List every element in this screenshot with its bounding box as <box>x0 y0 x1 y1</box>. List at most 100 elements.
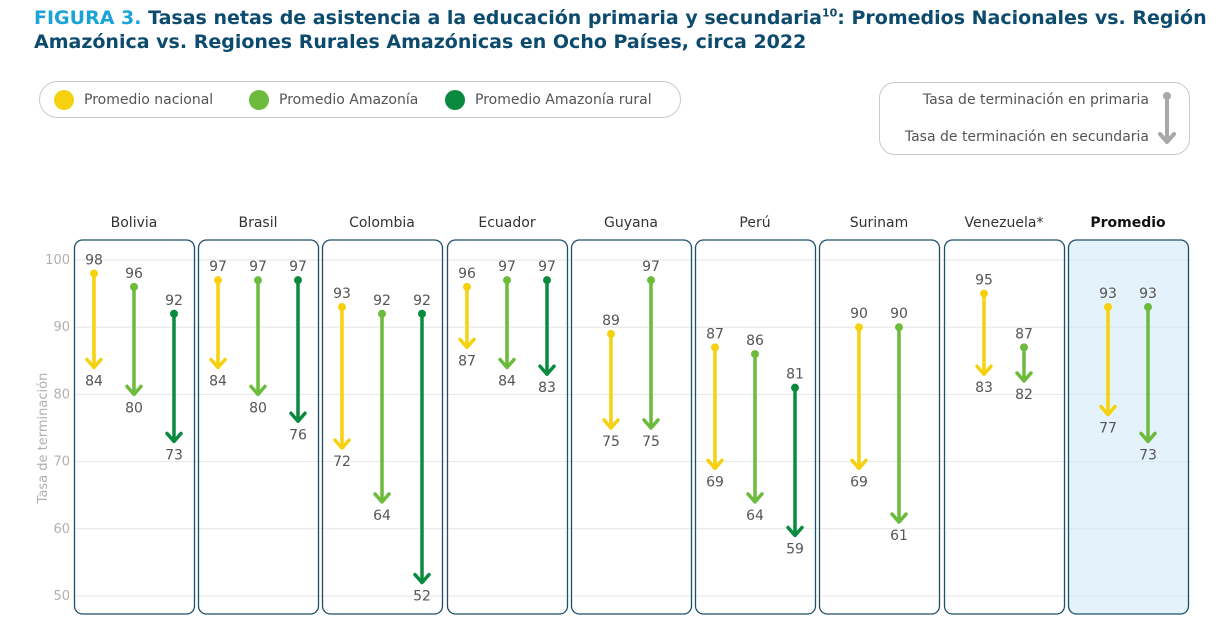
secondary-value-label: 75 <box>642 434 660 450</box>
primary-value-label: 81 <box>786 367 804 383</box>
primary-value-label: 97 <box>538 259 556 275</box>
secondary-value-label: 83 <box>538 380 556 396</box>
secondary-value-label: 84 <box>498 374 516 390</box>
arrow-legend-primary: Tasa de terminación en primaria <box>922 92 1149 108</box>
secondary-value-label: 84 <box>209 374 227 390</box>
primary-value-label: 96 <box>125 266 143 282</box>
arrow-head <box>289 411 307 424</box>
secondary-value-label: 83 <box>975 380 993 396</box>
secondary-value-label: 76 <box>289 427 307 443</box>
arrow-head <box>85 357 103 370</box>
secondary-value-label: 69 <box>850 474 868 490</box>
primary-value-label: 90 <box>850 306 868 322</box>
primary-point <box>607 329 615 338</box>
primary-value-label: 97 <box>209 259 227 275</box>
country-panel <box>446 239 569 615</box>
country-label: Colombia <box>349 215 415 231</box>
country-panel <box>1067 239 1190 615</box>
primary-value-label: 97 <box>249 259 267 275</box>
primary-value-label: 92 <box>373 293 391 309</box>
secondary-value-label: 59 <box>786 542 804 558</box>
arrow-head <box>498 357 516 370</box>
y-tick-label: 50 <box>53 589 70 604</box>
figure-title-part1: Tasas netas de asistencia a la educación… <box>141 7 822 29</box>
primary-point <box>1020 343 1028 352</box>
secondary-value-label: 73 <box>165 447 183 463</box>
primary-value-label: 97 <box>642 259 660 275</box>
arrow-head <box>413 572 431 585</box>
legend-label-amazonia: Promedio Amazonía <box>279 91 419 108</box>
primary-value-label: 87 <box>1015 326 1033 342</box>
primary-value-label: 93 <box>333 286 351 302</box>
primary-value-label: 93 <box>1139 286 1157 302</box>
arrow-legend-icon <box>1158 92 1176 144</box>
primary-value-label: 93 <box>1099 286 1117 302</box>
secondary-value-label: 80 <box>125 400 143 416</box>
primary-point <box>711 343 719 352</box>
secondary-value-label: 84 <box>85 374 103 390</box>
primary-value-label: 96 <box>458 266 476 282</box>
arrow-head <box>746 492 764 504</box>
secondary-value-label: 77 <box>1099 421 1117 437</box>
y-axis-label: Tasa de terminación <box>36 373 51 505</box>
primary-value-label: 92 <box>165 293 183 309</box>
figure-label: FIGURA 3. <box>34 7 142 29</box>
country-panel <box>943 239 1066 615</box>
country-label: Perú <box>739 215 770 231</box>
country-label: Brasil <box>238 215 277 231</box>
legend-dot-amazonia-rural <box>445 89 465 110</box>
primary-value-label: 95 <box>975 273 993 289</box>
arrow-head <box>125 384 143 397</box>
secondary-value-label: 73 <box>1139 447 1157 463</box>
arrow-head <box>538 364 556 376</box>
figure-title-part2: : Promedios Nacionales vs. Región Amazón… <box>34 7 1207 53</box>
arrow-head <box>1015 371 1033 383</box>
arrow-head <box>706 458 724 471</box>
country-label: Promedio <box>1090 215 1166 231</box>
arrow-head <box>458 337 476 350</box>
country-panel <box>197 239 320 615</box>
country-panel <box>73 239 196 615</box>
y-tick-label: 100 <box>45 253 70 268</box>
primary-value-label: 89 <box>602 313 620 329</box>
arrow-head <box>333 438 351 450</box>
range-arrow-chart: 50 60 70 80 90 100 Tasa de terminación Bolivia B… <box>36 215 1190 615</box>
secondary-value-label: 64 <box>746 508 764 524</box>
arrow-head <box>249 384 267 397</box>
legend-item-amazonia-rural: Promedio Amazonía rural <box>445 82 652 117</box>
secondary-value-label: 82 <box>1015 387 1033 403</box>
figure-title-footnote: 10 <box>821 6 838 20</box>
arrow-head <box>642 418 660 430</box>
country-panel <box>570 239 693 615</box>
country-label: Surinam <box>850 215 909 231</box>
secondary-value-label: 75 <box>602 434 620 450</box>
legend-label-nacional: Promedio nacional <box>84 91 214 108</box>
arrow-head <box>602 418 620 430</box>
secondary-value-label: 64 <box>373 508 391 524</box>
legend-dot-amazonia <box>249 89 269 110</box>
legend-item-nacional: Promedio nacional <box>54 82 213 117</box>
primary-value-label: 97 <box>498 259 516 275</box>
country-label: Ecuador <box>478 215 535 231</box>
arrow-legend: Tasa de terminación en primaria Tasa de … <box>879 82 1190 155</box>
primary-value-label: 86 <box>746 333 764 349</box>
arrow-head <box>786 525 804 538</box>
y-tick-label: 70 <box>53 455 70 470</box>
primary-value-label: 87 <box>706 326 724 342</box>
arrow-head <box>1099 404 1117 417</box>
secondary-value-label: 61 <box>890 528 908 544</box>
arrow-head <box>373 492 391 504</box>
secondary-value-label: 72 <box>333 454 351 470</box>
y-tick-label: 90 <box>53 320 70 335</box>
arrow-legend-secondary: Tasa de terminación en secundaria <box>904 129 1149 145</box>
secondary-value-label: 52 <box>413 589 431 605</box>
arrow-head <box>890 512 908 524</box>
primary-value-label: 97 <box>289 259 307 275</box>
country-panel <box>321 239 444 615</box>
arrow-head <box>209 357 227 370</box>
arrow-head <box>975 364 993 376</box>
legend-label-amazonia-rural: Promedio Amazonía rural <box>475 91 652 108</box>
secondary-value-label: 87 <box>458 353 476 369</box>
y-tick-label: 80 <box>53 387 70 402</box>
figure-title: FIGURA 3. Tasas netas de asistencia a la… <box>34 6 1214 54</box>
